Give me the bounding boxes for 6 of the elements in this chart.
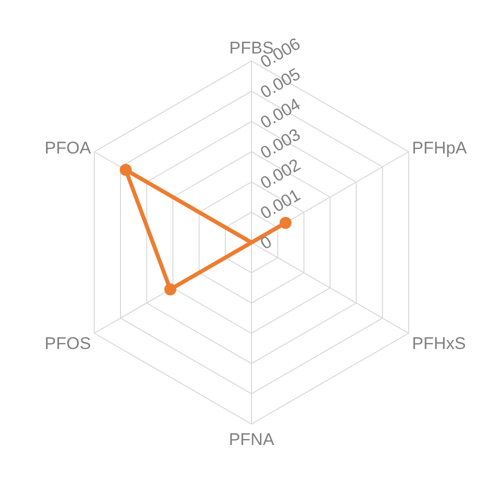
- spoke-label: PFHxS: [412, 334, 466, 353]
- spoke-label: PFNA: [228, 430, 275, 449]
- spoke-label: PFOA: [44, 138, 92, 158]
- y-tick-label: 0: [257, 232, 275, 254]
- spoke-label: PFHpA: [412, 138, 468, 158]
- spoke-label: PFOS: [44, 334, 91, 353]
